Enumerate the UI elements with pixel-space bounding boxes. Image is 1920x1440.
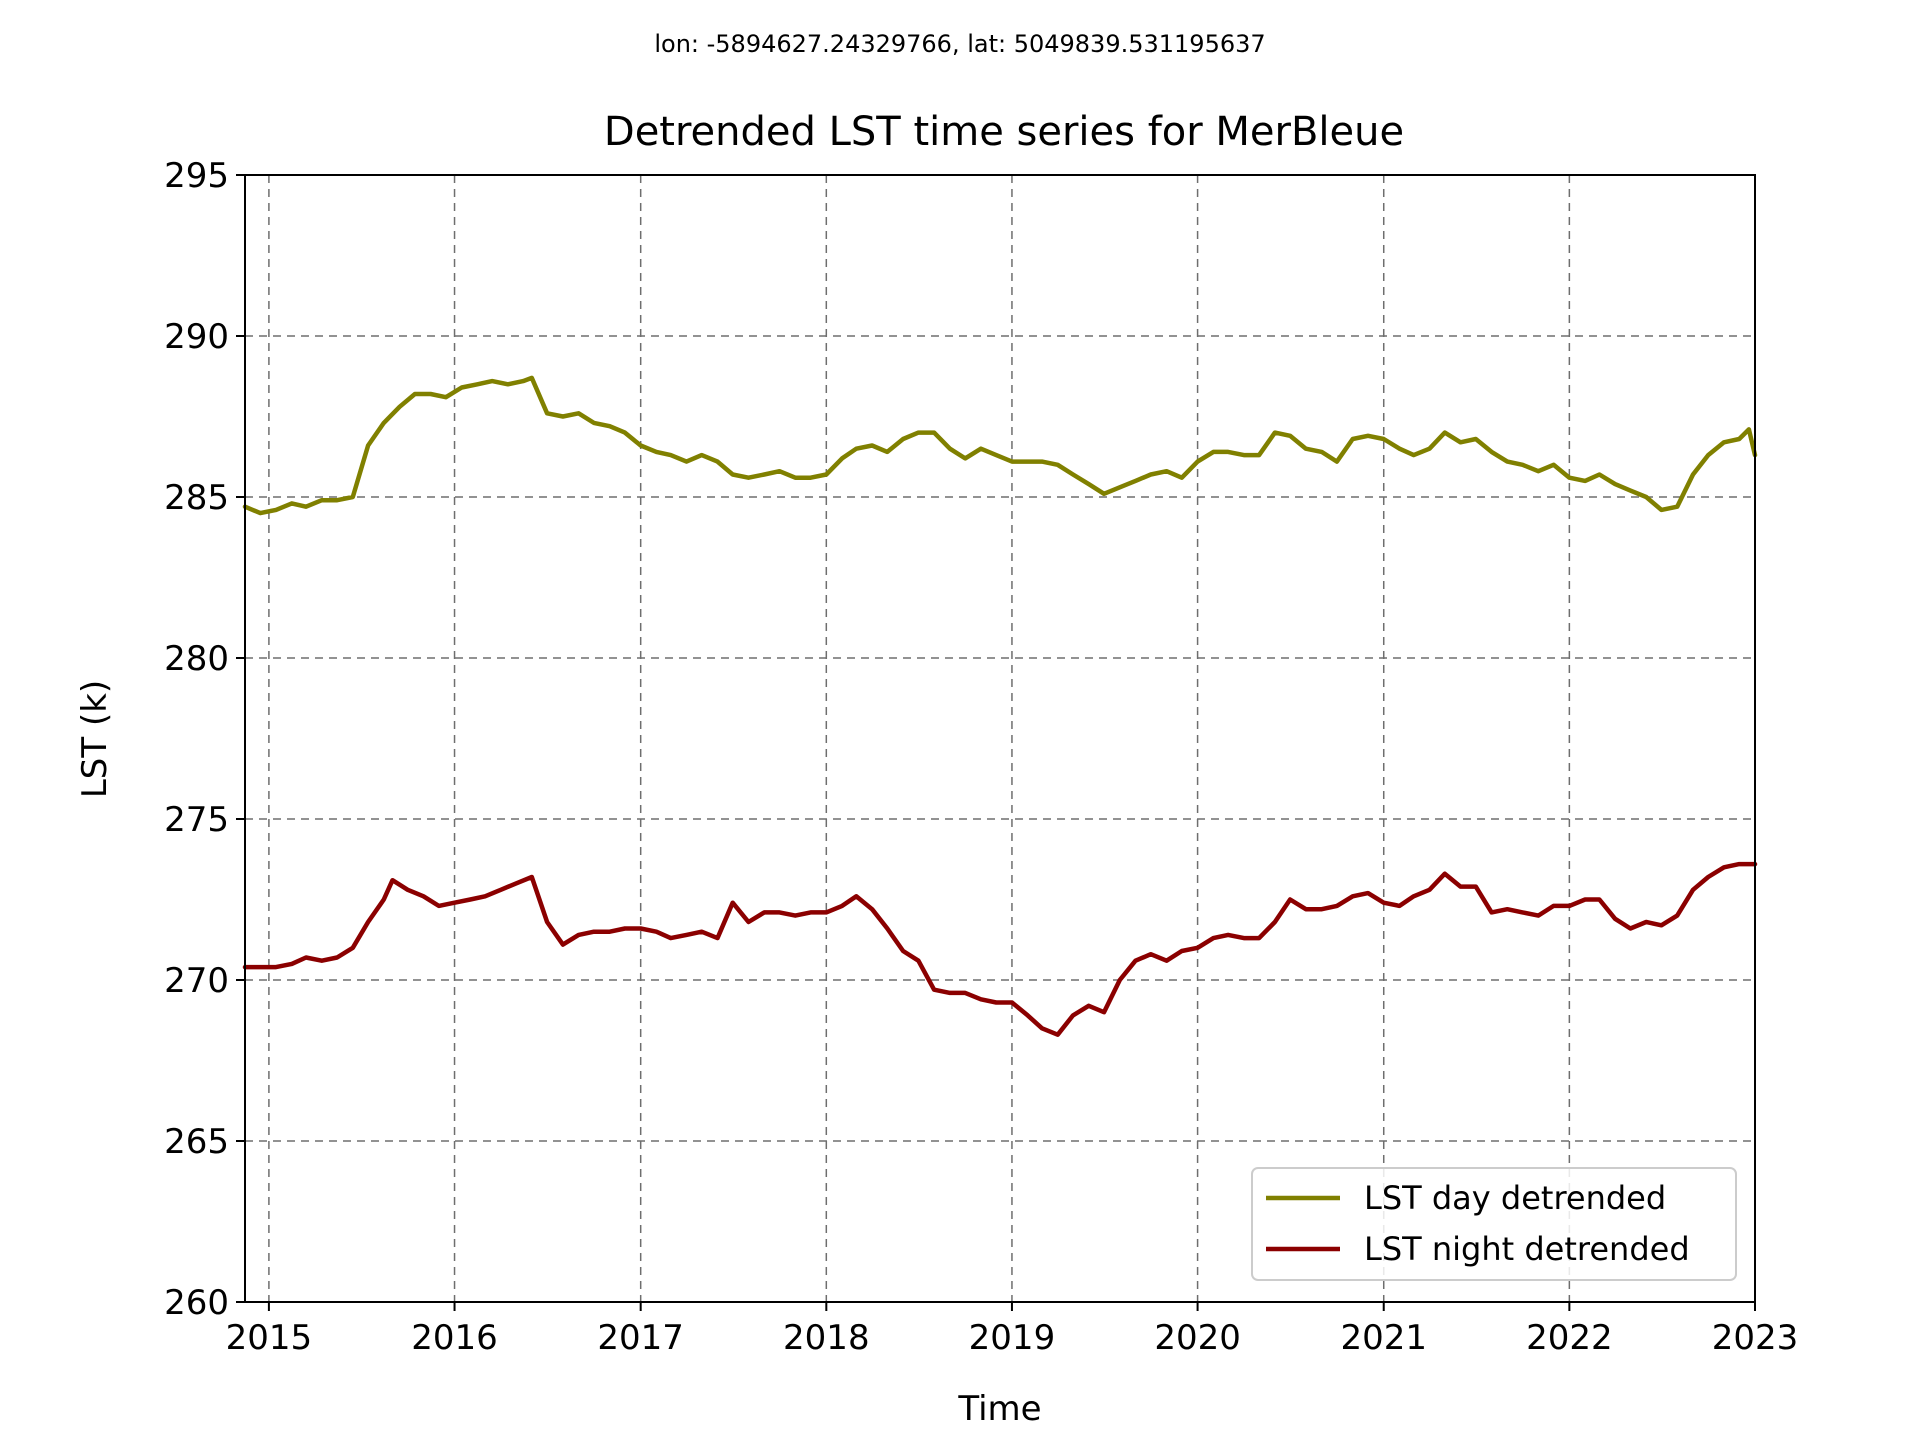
y-tick-label-265: 265 bbox=[164, 1122, 229, 1162]
x-axis-label: Time bbox=[957, 1389, 1041, 1429]
legend-label-day: LST day detrended bbox=[1364, 1179, 1666, 1217]
legend: LST day detrended LST night detrended bbox=[1251, 1167, 1737, 1281]
x-axis: 2015 2016 2017 2018 2019 2020 2021 2022 2023 bbox=[226, 1302, 1799, 1358]
x-tick-label-2018: 2018 bbox=[783, 1318, 870, 1358]
chart-title: Detrended LST time series for MerBleue bbox=[604, 109, 1404, 155]
y-tick-label-260: 260 bbox=[164, 1283, 229, 1323]
y-tick-label-295: 295 bbox=[164, 156, 229, 196]
x-tick-label-2020: 2020 bbox=[1154, 1318, 1241, 1358]
plot-frame bbox=[244, 174, 1756, 1303]
x-tick-label-2022: 2022 bbox=[1526, 1318, 1613, 1358]
y-tick-label-275: 275 bbox=[164, 800, 229, 840]
y-axis-label: LST (k) bbox=[75, 680, 115, 798]
series-line-day bbox=[242, 375, 1758, 516]
legend-label-night: LST night detrended bbox=[1364, 1230, 1690, 1268]
x-tick-label-2017: 2017 bbox=[597, 1318, 684, 1358]
x-tick-label-2019: 2019 bbox=[969, 1318, 1056, 1358]
series-line-night bbox=[242, 861, 1758, 1037]
x-tick-label-2021: 2021 bbox=[1340, 1318, 1427, 1358]
y-axis: 260 265 270 275 280 285 290 295 bbox=[164, 156, 245, 1323]
x-tick-label-2023: 2023 bbox=[1712, 1318, 1799, 1358]
y-tick-label-285: 285 bbox=[164, 478, 229, 518]
legend-box bbox=[1251, 1167, 1737, 1281]
x-tick-label-2015: 2015 bbox=[226, 1318, 313, 1358]
x-tick-label-2016: 2016 bbox=[411, 1318, 498, 1358]
y-tick-label-280: 280 bbox=[164, 639, 229, 679]
chart-suptitle: lon: -5894627.24329766, lat: 5049839.531… bbox=[654, 30, 1265, 58]
y-tick-label-270: 270 bbox=[164, 961, 229, 1001]
plot-lines bbox=[242, 375, 1758, 1037]
y-tick-label-290: 290 bbox=[164, 317, 229, 357]
